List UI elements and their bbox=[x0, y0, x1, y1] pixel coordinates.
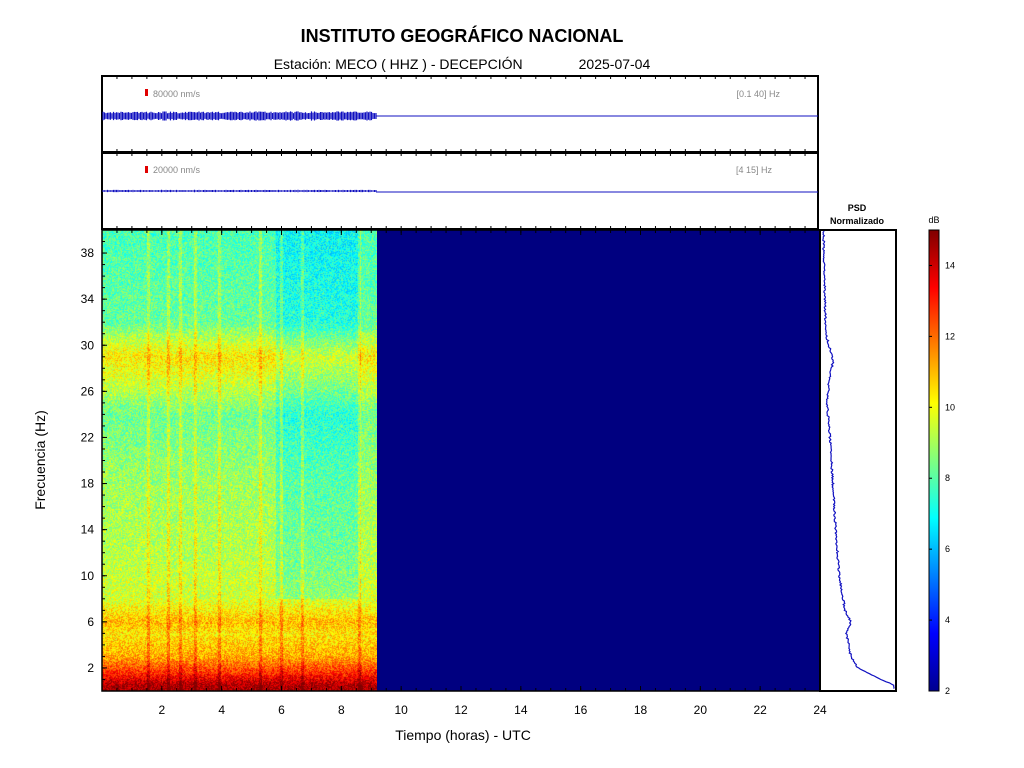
x-tick-label: 22 bbox=[753, 703, 767, 717]
y-axis-label: Frecuencia (Hz) bbox=[32, 410, 48, 510]
waveform-path bbox=[102, 111, 377, 121]
y-tick-label: 34 bbox=[81, 292, 95, 306]
trace2-waveform bbox=[102, 189, 377, 193]
colorbar-tick-label: 2 bbox=[945, 686, 950, 696]
y-tick-label: 6 bbox=[87, 615, 94, 629]
date-label: 2025-07-04 bbox=[578, 56, 651, 72]
x-tick-label: 14 bbox=[514, 703, 528, 717]
page-title: INSTITUTO GEOGRÁFICO NACIONAL bbox=[300, 26, 624, 46]
colorbar-tick-label: 14 bbox=[945, 260, 955, 270]
y-tick-label: 38 bbox=[81, 246, 95, 260]
x-tick-label: 12 bbox=[454, 703, 468, 717]
trace2-scale-label: 20000 nm/s bbox=[153, 165, 201, 175]
colorbar-tick-label: 8 bbox=[945, 473, 950, 483]
trace1-waveform bbox=[102, 111, 377, 121]
spectrogram-plot: 2 4 6 8 10 12 14 16 18 20 22 24 261014182226303438 … bbox=[32, 76, 827, 743]
psd-title: PSD bbox=[848, 203, 867, 213]
y-tick-label: 22 bbox=[81, 430, 95, 444]
spectrogram-image bbox=[102, 230, 377, 691]
psd-panel: PSD Normalizado bbox=[819, 203, 897, 692]
colorbar-unit-label: dB bbox=[928, 215, 939, 225]
y-tick-label: 30 bbox=[81, 338, 95, 352]
colorbar-ticks: 2 4 6 8 10 12 14 bbox=[929, 260, 955, 696]
trace2-band-label: [4 15] Hz bbox=[736, 165, 773, 175]
y-tick-label: 2 bbox=[87, 661, 94, 675]
psd-curve bbox=[822, 230, 895, 689]
station-subtitle: Estación: MECO ( HHZ ) - DECEPCIÓN 2025-0… bbox=[0, 56, 924, 72]
x-axis-label: Tiempo (horas) - UTC bbox=[395, 727, 531, 743]
colorbar-tick-label: 12 bbox=[945, 331, 955, 341]
trace-panel-broadband: 80000 nm/s [0.1 40] Hz bbox=[101, 75, 819, 153]
x-axis-ticks: 2 4 6 8 10 12 14 16 18 20 22 24 bbox=[116, 76, 827, 717]
waveform-path bbox=[102, 189, 377, 193]
x-tick-label: 2 bbox=[158, 703, 165, 717]
x-tick-label: 10 bbox=[394, 703, 408, 717]
x-tick-label: 8 bbox=[338, 703, 345, 717]
x-tick-label: 20 bbox=[694, 703, 708, 717]
x-tick-label: 24 bbox=[813, 703, 827, 717]
trace-panel-filtered: 20000 nm/s [4 15] Hz bbox=[101, 152, 819, 230]
y-tick-label: 14 bbox=[81, 523, 95, 537]
x-tick-label: 16 bbox=[574, 703, 588, 717]
y-tick-label: 10 bbox=[81, 569, 95, 583]
station-label: Estación: MECO ( HHZ ) - DECEPCIÓN bbox=[273, 56, 523, 72]
colorbar: dB 2 4 6 8 10 12 14 bbox=[928, 215, 955, 696]
psd-subtitle: Normalizado bbox=[830, 216, 885, 226]
x-tick-label: 4 bbox=[218, 703, 225, 717]
colorbar-tick-label: 6 bbox=[945, 544, 950, 554]
scale-marker-2 bbox=[145, 166, 148, 173]
trace1-band-label: [0.1 40] Hz bbox=[736, 89, 780, 99]
colorbar-gradient bbox=[928, 229, 940, 692]
colorbar-tick-label: 10 bbox=[945, 402, 955, 412]
trace1-scale-label: 80000 nm/s bbox=[153, 89, 201, 99]
y-tick-label: 26 bbox=[81, 384, 95, 398]
y-tick-label: 18 bbox=[81, 477, 95, 491]
x-tick-label: 6 bbox=[278, 703, 285, 717]
x-tick-label: 18 bbox=[634, 703, 648, 717]
colorbar-tick-label: 4 bbox=[945, 615, 950, 625]
scale-marker-1 bbox=[145, 89, 148, 96]
